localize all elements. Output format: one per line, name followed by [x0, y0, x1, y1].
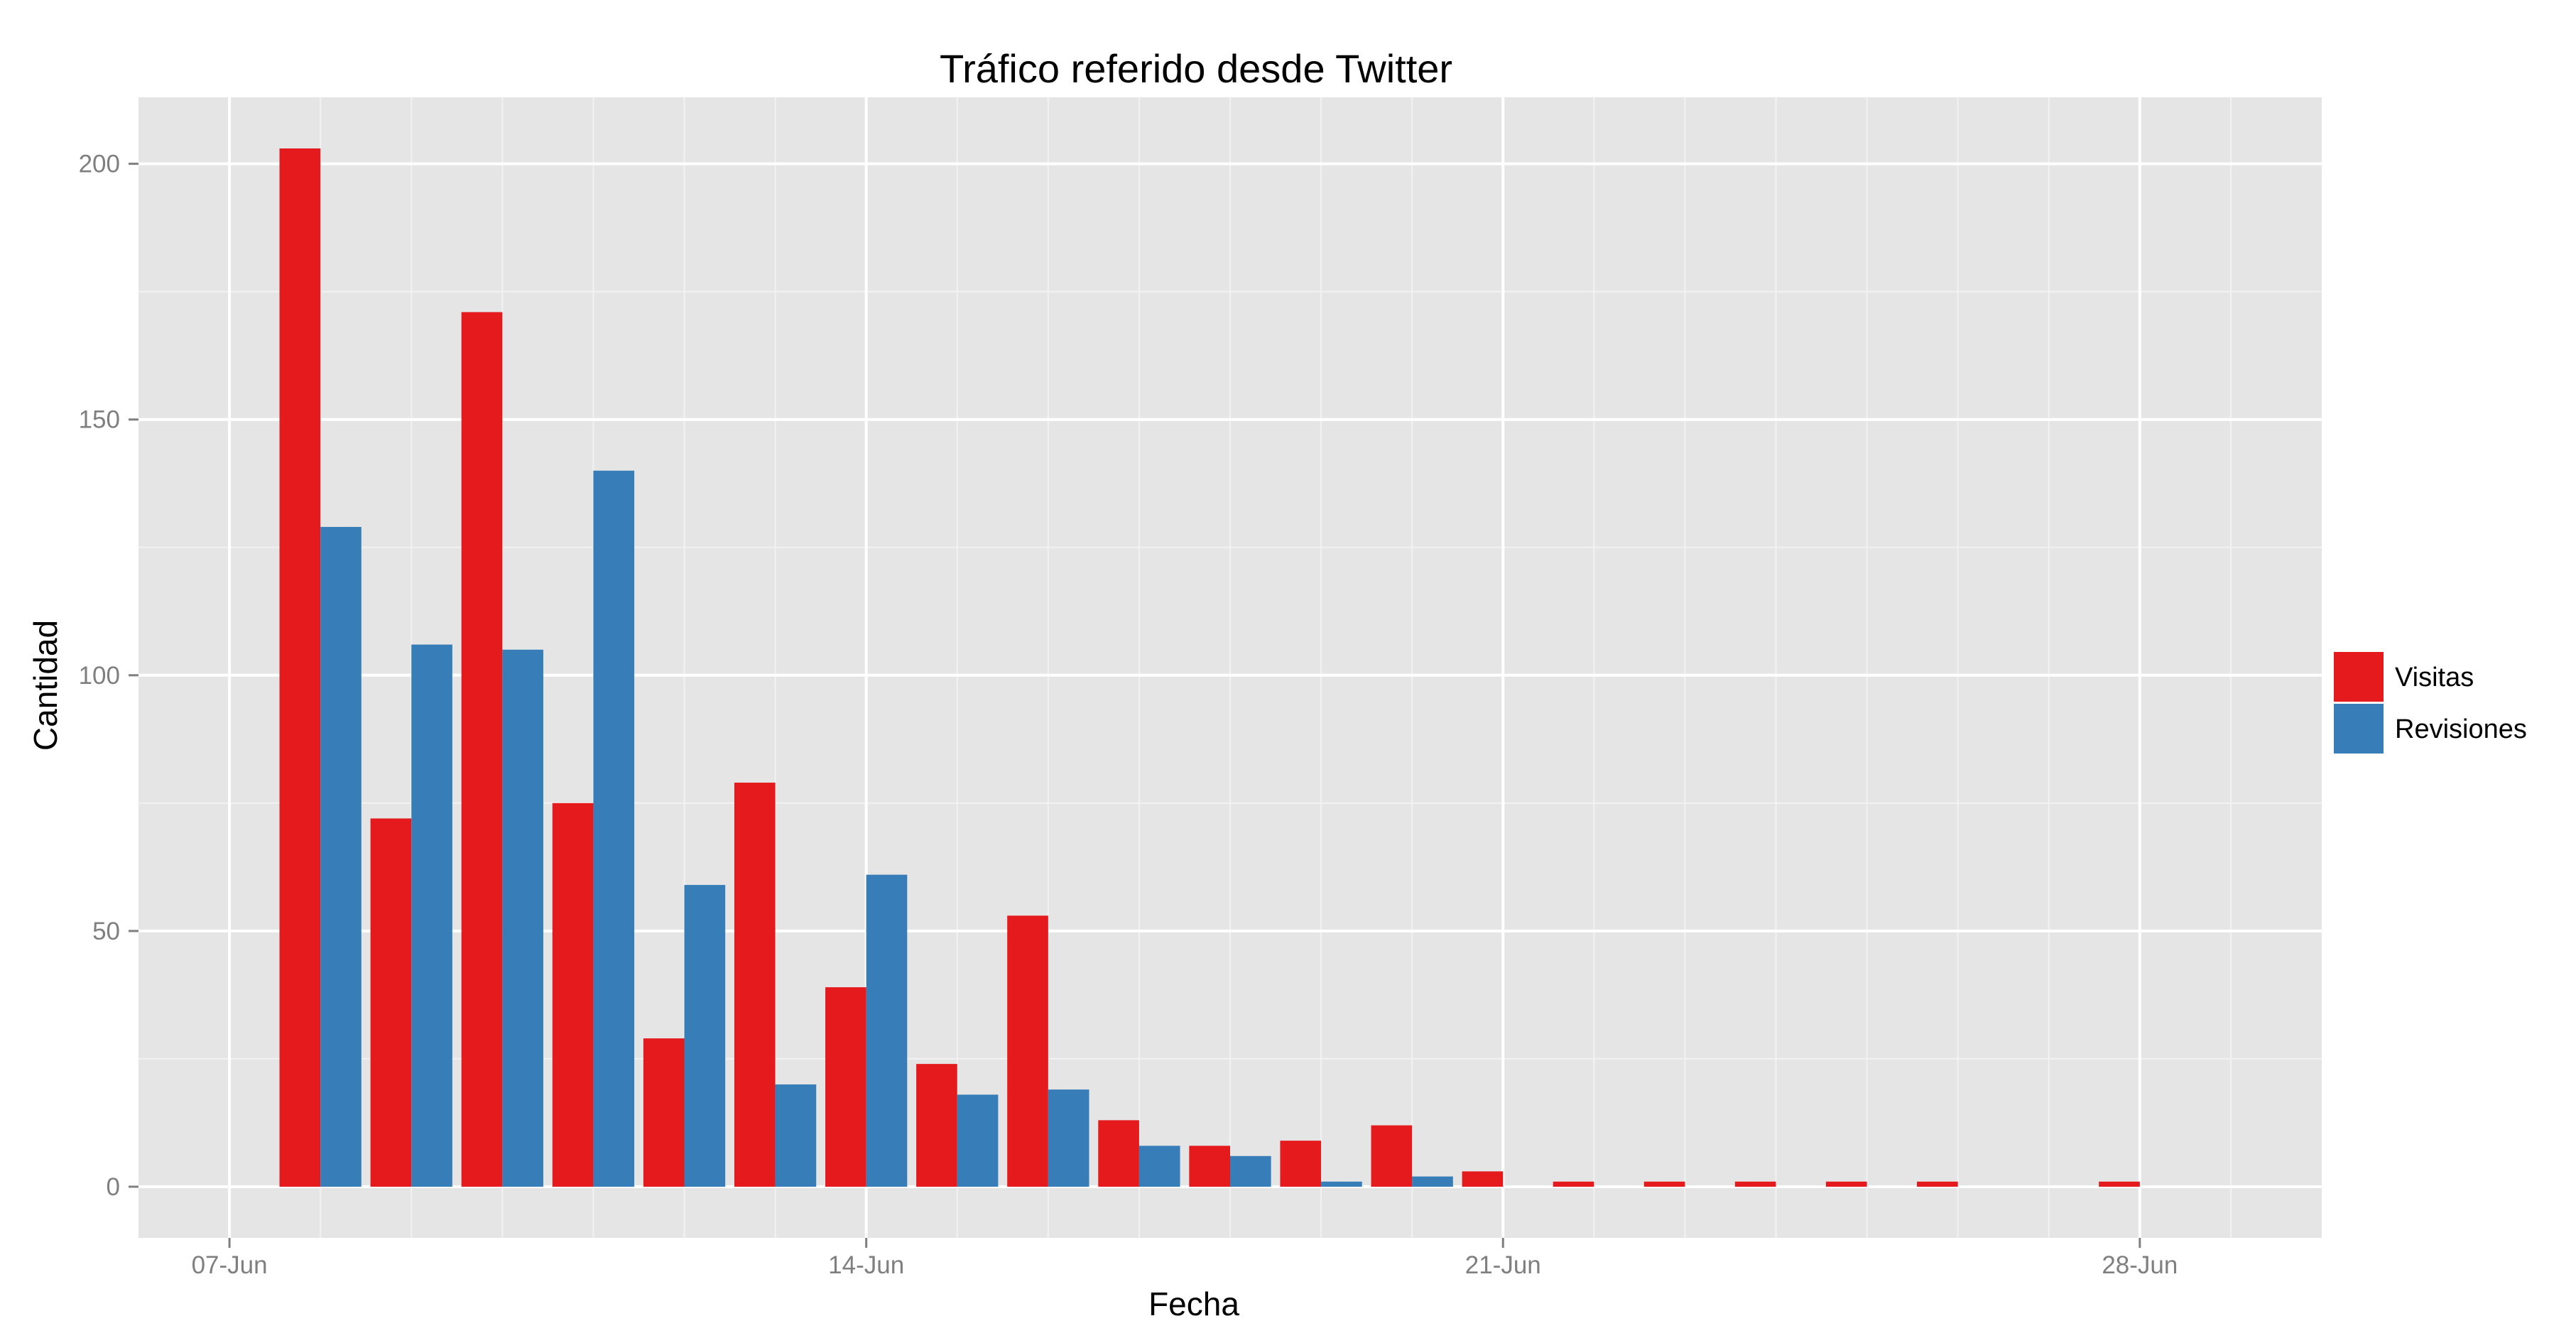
bar-visitas — [1098, 1120, 1139, 1187]
y-tick-label: 150 — [79, 406, 120, 434]
x-axis-title: Fecha — [1148, 1285, 1239, 1322]
bar-visitas — [1007, 915, 1048, 1187]
bar-revisiones — [1048, 1089, 1089, 1187]
bar-revisiones — [1138, 1146, 1180, 1187]
chart-title: Tráfico referido desde Twitter — [940, 46, 1452, 91]
bar-visitas — [825, 987, 866, 1187]
bar-revisiones — [1321, 1181, 1362, 1187]
bar-visitas — [1371, 1125, 1413, 1187]
y-tick-label: 200 — [79, 151, 120, 178]
bar-visitas — [461, 312, 503, 1187]
x-axis: 07-Jun 14-Jun 21-Jun 28-Jun — [192, 1238, 2178, 1279]
bar-visitas — [1734, 1181, 1776, 1187]
legend: Visitas Revisiones — [2323, 604, 2576, 788]
bar-visitas — [279, 148, 321, 1187]
bar-revisiones — [411, 644, 452, 1187]
bar-revisiones — [593, 470, 635, 1187]
bar-visitas — [1553, 1181, 1594, 1187]
y-tick-label: 0 — [107, 1173, 120, 1201]
legend-label-visitas: Visitas — [2395, 663, 2474, 692]
bar-visitas — [552, 803, 594, 1187]
bar-visitas — [1917, 1181, 1958, 1187]
bar-revisiones — [866, 874, 908, 1187]
bar-visitas — [916, 1064, 957, 1187]
legend-key-revisiones — [2334, 704, 2384, 754]
bar-revisiones — [684, 885, 726, 1187]
bar-revisiones — [502, 649, 543, 1187]
bar-visitas — [370, 818, 412, 1187]
bar-visitas — [1643, 1181, 1685, 1187]
y-axis: 0 50 100 150 200 — [79, 151, 138, 1201]
y-tick-label: 100 — [79, 662, 120, 690]
bar-revisiones — [957, 1094, 999, 1187]
x-tick-label: 28-Jun — [2102, 1251, 2178, 1279]
bars — [279, 148, 2140, 1187]
bar-visitas — [643, 1038, 685, 1187]
x-tick-label: 21-Jun — [1465, 1251, 1541, 1279]
bar-visitas — [1280, 1141, 1322, 1187]
bar-revisiones — [1412, 1176, 1453, 1187]
bar-revisiones — [1230, 1155, 1271, 1187]
bar-visitas — [734, 783, 776, 1187]
y-tick-label: 50 — [92, 918, 120, 945]
x-tick-label: 07-Jun — [192, 1251, 268, 1279]
x-tick-label: 14-Jun — [828, 1251, 904, 1279]
bar-visitas — [2099, 1181, 2140, 1187]
legend-label-revisiones: Revisiones — [2395, 714, 2527, 744]
bar-visitas — [1825, 1181, 1867, 1187]
legend-key-visitas — [2334, 652, 2384, 702]
y-axis-title: Cantidad — [27, 620, 64, 751]
bar-visitas — [1189, 1146, 1230, 1187]
bar-revisiones — [320, 526, 362, 1187]
bar-revisiones — [775, 1084, 817, 1187]
bar-visitas — [1462, 1171, 1504, 1187]
